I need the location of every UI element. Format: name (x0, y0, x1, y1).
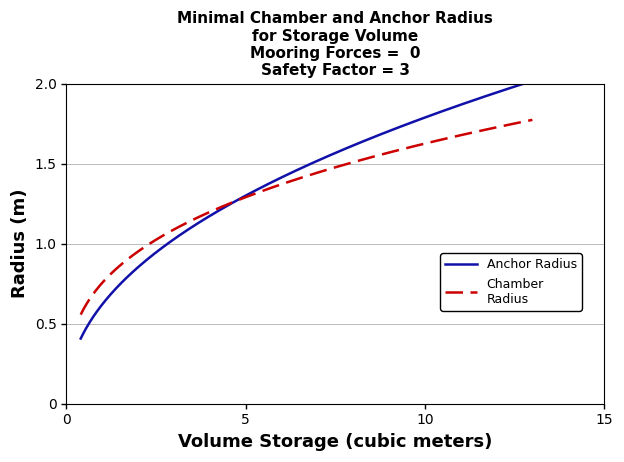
Anchor Radius (321, 155, 329, 160)
Chamber
Radius (321, 168, 329, 173)
Anchor Radius (518, 82, 525, 87)
Anchor Radius (294, 167, 301, 172)
Anchor Radius (291, 168, 299, 174)
Chamber
Radius (291, 177, 299, 182)
Line: Chamber
Radius: Chamber Radius (80, 120, 532, 315)
Anchor Radius (77, 336, 84, 341)
Anchor Radius (529, 78, 536, 84)
Legend: Anchor Radius, Chamber
Radius: Anchor Radius, Chamber Radius (441, 253, 582, 310)
Y-axis label: Radius (m): Radius (m) (11, 189, 29, 298)
X-axis label: Volume Storage (cubic meters): Volume Storage (cubic meters) (178, 433, 492, 451)
Title: Minimal Chamber and Anchor Radius
for Storage Volume
Mooring Forces =  0
Safety : Minimal Chamber and Anchor Radius for St… (177, 11, 493, 79)
Anchor Radius (346, 144, 353, 150)
Chamber
Radius (529, 117, 536, 122)
Anchor Radius (447, 105, 455, 111)
Chamber
Radius (518, 119, 525, 125)
Line: Anchor Radius: Anchor Radius (80, 81, 532, 339)
Chamber
Radius (77, 312, 84, 317)
Chamber
Radius (294, 176, 301, 182)
Chamber
Radius (346, 160, 353, 166)
Chamber
Radius (447, 134, 455, 140)
